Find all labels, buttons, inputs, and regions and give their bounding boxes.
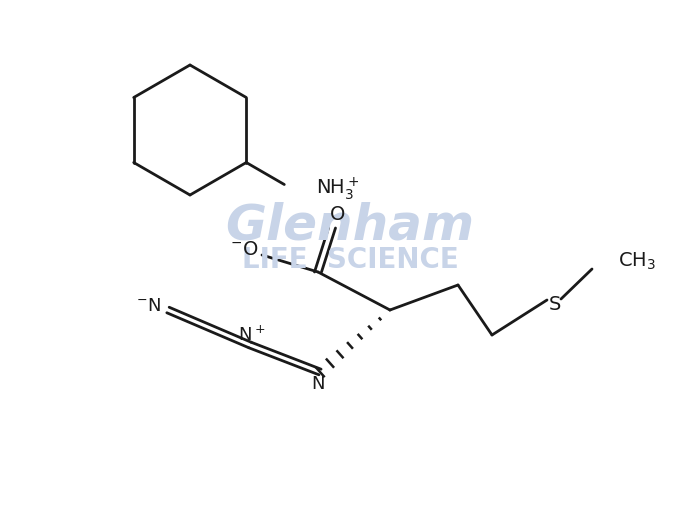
Text: $^{-}$O: $^{-}$O — [230, 240, 258, 258]
Text: $^{-}$N: $^{-}$N — [136, 297, 161, 315]
Text: N$^+$: N$^+$ — [238, 326, 266, 345]
Text: S: S — [549, 295, 561, 315]
Text: LIFE  SCIENCE: LIFE SCIENCE — [242, 246, 459, 274]
Text: Glenham: Glenham — [226, 201, 475, 249]
Text: CH$_3$: CH$_3$ — [618, 250, 656, 271]
Text: O: O — [331, 204, 346, 224]
Text: NH$_3^+$: NH$_3^+$ — [316, 175, 360, 202]
Text: N: N — [311, 375, 325, 393]
